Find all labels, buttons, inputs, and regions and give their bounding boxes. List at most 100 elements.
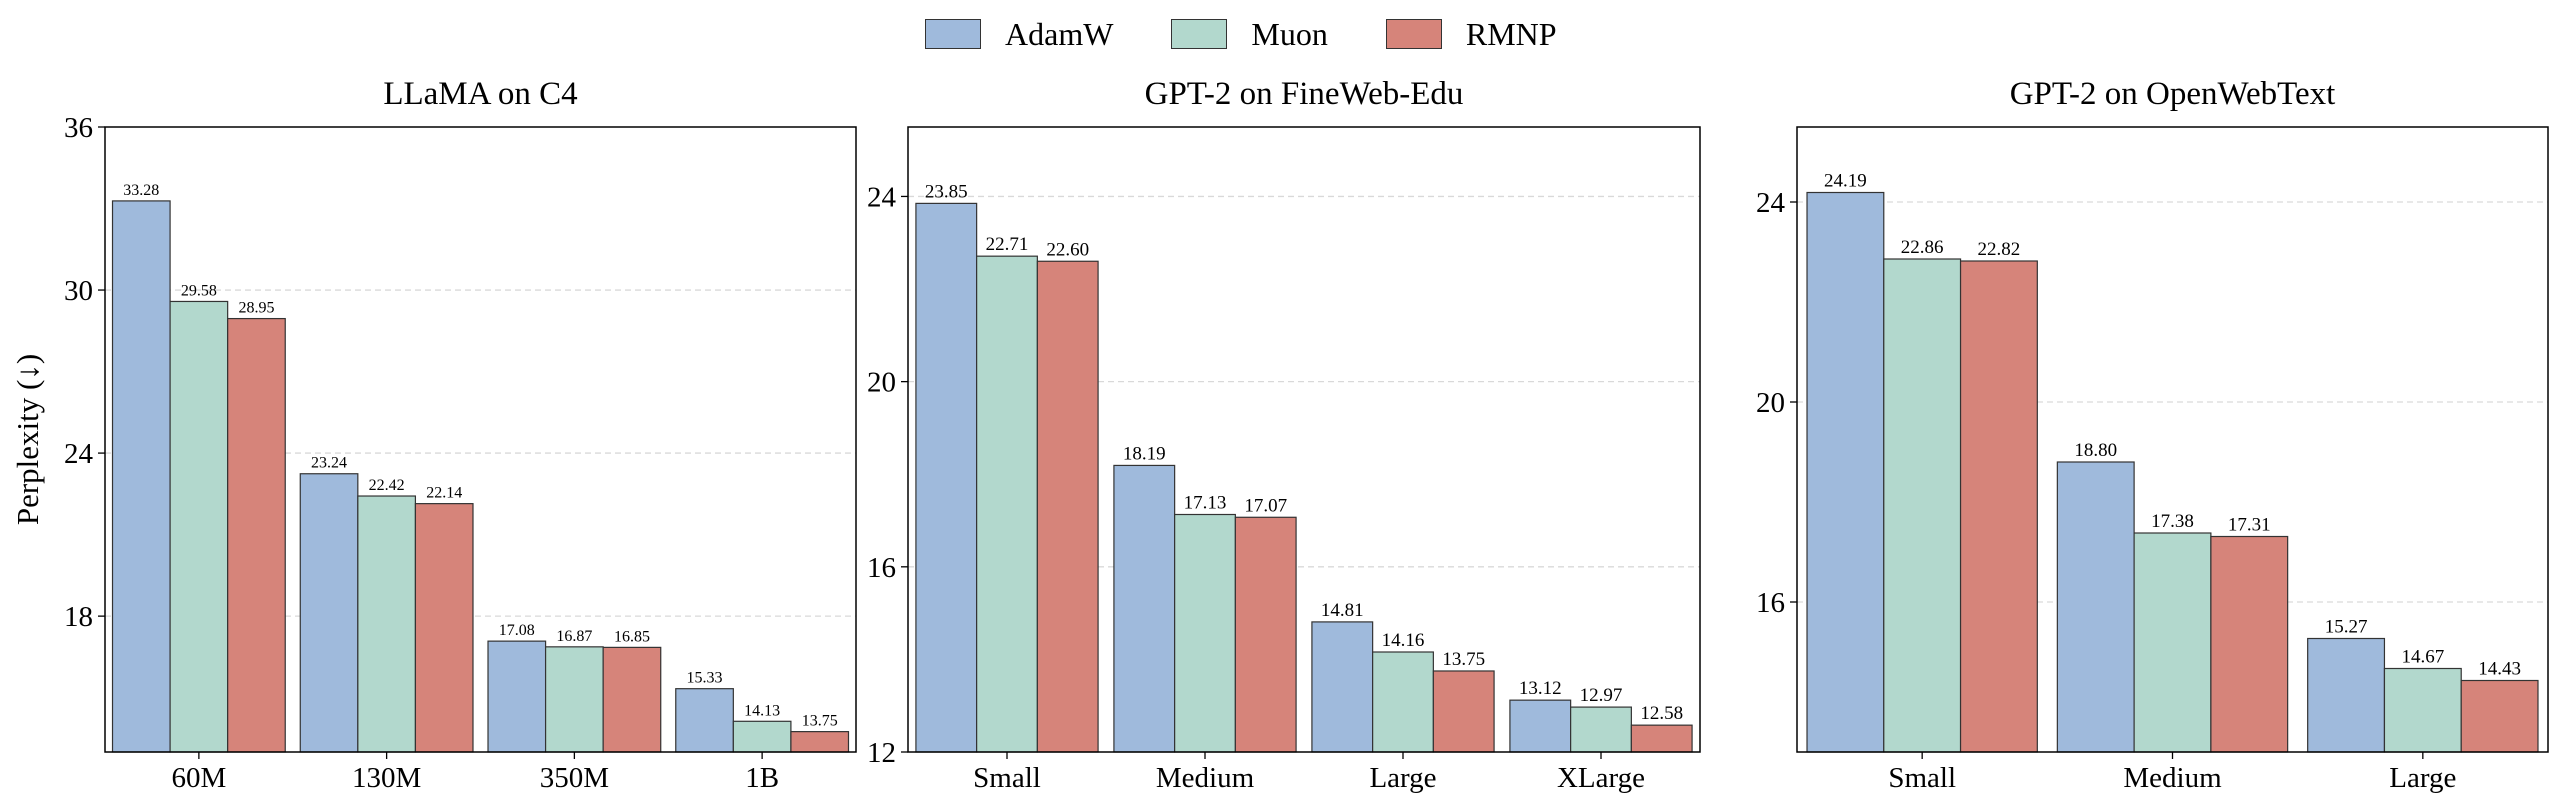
data-label: 14.67 (2401, 647, 2444, 668)
data-label: 13.12 (1519, 678, 1562, 699)
data-label: 14.16 (1382, 630, 1425, 651)
data-label: 13.75 (1442, 649, 1485, 670)
chart-panel-3: 24.19 22.86 22.82 Small 18.80 17.38 17.31 Mediu… (1756, 76, 2549, 794)
data-label: 22.14 (426, 485, 462, 502)
x-tick-label: Small (973, 762, 1041, 794)
bar-muon-small (976, 255, 1038, 753)
data-label: 22.60 (1046, 239, 1089, 260)
y-tick-label: 30 (64, 275, 93, 307)
y-tick-label: 24 (1756, 187, 1786, 219)
bar-adamw-60m (111, 200, 171, 753)
y-tick-label: 24 (64, 438, 94, 470)
x-tick-label: 1B (745, 762, 779, 794)
bar-rmnp-130m (414, 503, 474, 753)
legend-swatch-rmnp (1385, 19, 1442, 49)
bar-adamw-large (1311, 621, 1374, 753)
bar-rmnp-medium (2210, 535, 2289, 753)
bar-adamw-medium (1113, 464, 1176, 753)
bar-rmnp-small (1036, 260, 1099, 753)
bar-adamw-xlarge (1509, 699, 1572, 753)
chart-title: GPT-2 on OpenWebText (2010, 76, 2336, 112)
bar-adamw-small (1806, 191, 1885, 753)
x-tick-label: Large (2389, 762, 2456, 794)
legend-swatch-adamw (925, 19, 981, 49)
legend-swatch-muon (1171, 19, 1228, 49)
bar-muon-large (1372, 651, 1434, 753)
x-tick-label: Medium (2123, 762, 2222, 794)
legend-item-rmnp: RMNP (1385, 16, 1557, 52)
bar-adamw-350m (487, 640, 547, 753)
y-tick-label: 18 (64, 601, 93, 633)
y-tick-label: 36 (64, 112, 93, 144)
data-label: 16.87 (556, 628, 592, 645)
plot-frame (104, 126, 857, 753)
bar-muon-small (1883, 258, 1962, 753)
chart-panel-1: 33.28 29.58 28.95 60M 23.24 22.42 22.14 130M 17.… (10, 76, 857, 794)
data-label: 23.85 (925, 181, 968, 202)
bar-muon-medium (1174, 513, 1236, 753)
plot-frame (1796, 126, 2549, 753)
bar-rmnp-1b (790, 731, 850, 753)
data-label: 15.27 (2325, 617, 2368, 638)
y-tick-label: 20 (1756, 387, 1785, 419)
data-label: 22.42 (369, 477, 405, 494)
bar-adamw-small (915, 202, 978, 753)
y-axis-label: Perplexity (↓) (10, 354, 45, 525)
data-label: 15.33 (687, 670, 723, 687)
data-label: 18.80 (2074, 440, 2117, 461)
bar-muon-350m (544, 646, 604, 753)
bar-rmnp-large (1432, 670, 1495, 753)
data-label: 16.85 (614, 628, 650, 645)
bar-muon-60m (169, 300, 229, 753)
y-tick-label: 16 (1756, 587, 1785, 619)
data-label: 14.43 (2478, 659, 2521, 680)
data-label: 17.13 (1184, 493, 1227, 514)
x-tick-label: Small (1888, 762, 1956, 794)
x-tick-label: XLarge (1557, 762, 1645, 794)
plot-frame (907, 126, 1701, 753)
bar-rmnp-xlarge (1630, 724, 1693, 753)
bar-rmnp-large (2460, 679, 2539, 753)
bar-muon-130m (357, 495, 417, 753)
chart-title: GPT-2 on FineWeb-Edu (1145, 76, 1464, 112)
x-tick-label: 350M (540, 762, 609, 794)
legend-item-adamw: AdamW (925, 18, 1113, 50)
legend-label-adamw: AdamW (1005, 16, 1114, 52)
bar-rmnp-350m (602, 646, 662, 753)
bar-muon-1b (732, 720, 792, 753)
data-label: 22.82 (1978, 239, 2021, 260)
data-label: 24.19 (1824, 171, 1867, 192)
x-tick-label: 60M (171, 762, 226, 794)
legend-item-muon: Muon (1171, 16, 1328, 52)
data-label: 12.58 (1640, 703, 1683, 724)
bar-muon-large (2383, 667, 2462, 753)
bar-rmnp-small (1959, 260, 2038, 753)
data-label: 17.31 (2228, 515, 2271, 536)
data-label: 13.75 (802, 713, 838, 730)
data-label: 33.28 (123, 182, 159, 199)
data-label: 29.58 (181, 282, 217, 299)
bar-adamw-medium (2056, 461, 2135, 753)
x-tick-label: Large (1369, 762, 1436, 794)
legend: AdamW Muon RMNP (925, 18, 1615, 50)
data-label: 14.81 (1321, 600, 1364, 621)
y-tick-label: 24 (867, 181, 897, 213)
data-label: 17.07 (1244, 495, 1287, 516)
chart-title: LLaMA on C4 (383, 76, 577, 112)
data-label: 23.24 (311, 455, 347, 472)
bar-adamw-large (2307, 637, 2386, 753)
legend-label-rmnp: RMNP (1465, 16, 1557, 52)
data-label: 14.13 (744, 702, 780, 719)
bar-muon-xlarge (1570, 706, 1632, 753)
data-label: 18.19 (1123, 443, 1166, 464)
bar-adamw-1b (675, 688, 734, 753)
bar-rmnp-medium (1234, 516, 1297, 753)
legend-label-muon: Muon (1251, 16, 1328, 52)
bar-rmnp-60m (227, 317, 286, 753)
x-tick-label: Medium (1156, 762, 1255, 794)
chart-panel-2: 23.85 22.71 22.60 Small 18.19 17.13 17.07 Mediu… (867, 76, 1701, 794)
y-tick-label: 16 (867, 552, 896, 584)
y-tick-label: 20 (867, 367, 896, 399)
x-tick-label: 130M (352, 762, 421, 794)
